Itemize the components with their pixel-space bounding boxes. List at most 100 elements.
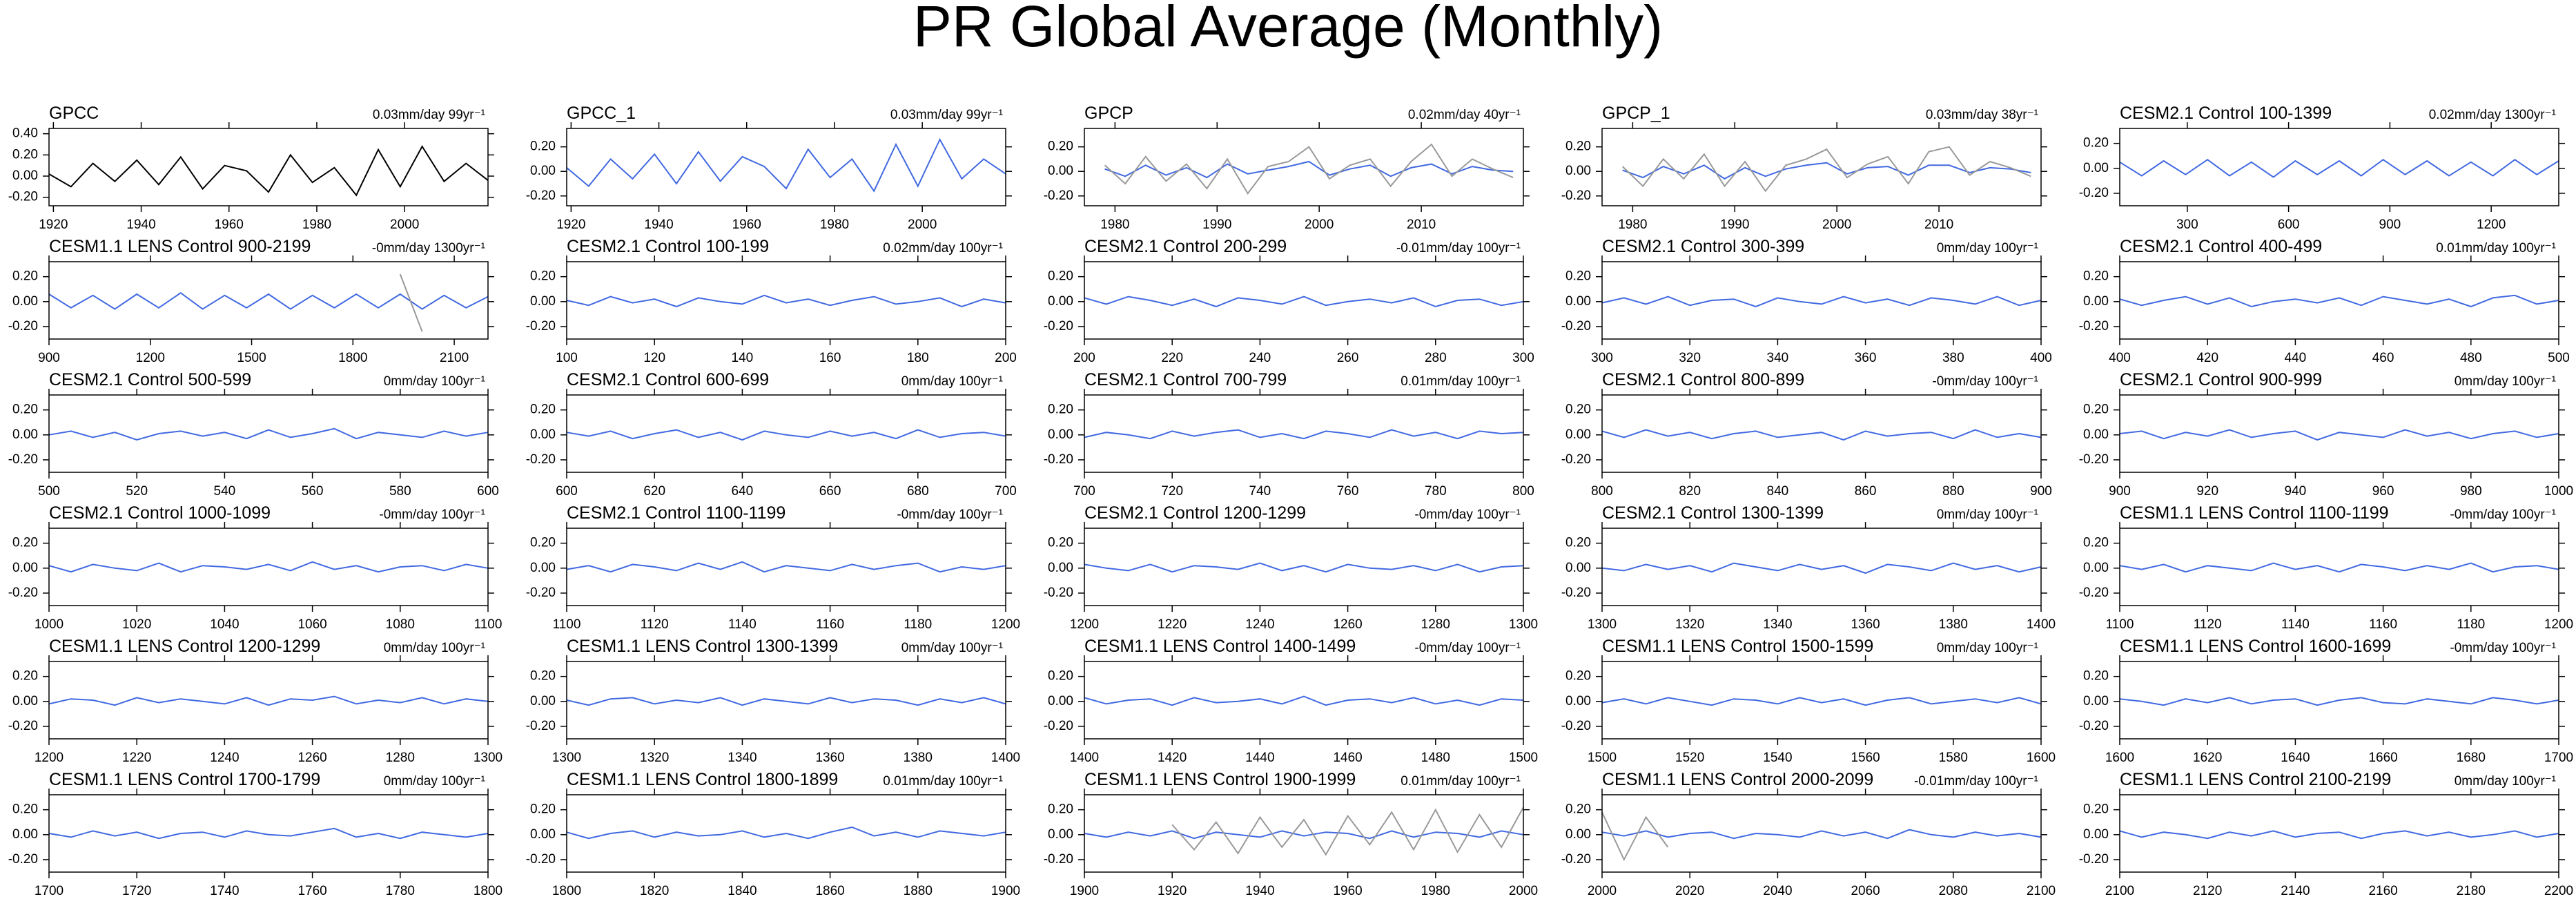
y-tick-label: 0.00 <box>530 427 556 442</box>
series-line <box>2119 562 2559 573</box>
y-tick-label: 0.20 <box>12 802 38 817</box>
x-tick-label: 1260 <box>297 751 326 765</box>
y-tick-label: -0.20 <box>2079 452 2109 467</box>
trend-label: 0.03mm/day 38yr⁻¹ <box>1926 108 2038 122</box>
x-tick-label: 620 <box>643 484 665 499</box>
y-tick-label: 0.20 <box>1565 269 1591 284</box>
y-tick-label: 0.20 <box>1565 139 1591 154</box>
y-tick-label: 0.00 <box>1048 427 1073 442</box>
y-tick-label: 0.00 <box>12 827 38 842</box>
x-tick-label: 1990 <box>1720 218 1749 232</box>
x-tick-label: 560 <box>302 484 324 499</box>
x-tick-label: 1360 <box>1851 617 1880 632</box>
trend-label: -0mm/day 100yr⁻¹ <box>897 508 1003 522</box>
x-tick-label: 2200 <box>2544 884 2573 898</box>
x-tick-label: 520 <box>126 484 148 499</box>
trend-label: 0.01mm/day 100yr⁻¹ <box>883 774 1003 789</box>
x-tick-label: 1300 <box>1509 617 1538 632</box>
x-tick-label: 1200 <box>2477 218 2506 232</box>
y-tick-label: 0.00 <box>1565 827 1591 842</box>
panel: CESM1.1 LENS Control 1800-1899 0.01mm/day… <box>526 770 1020 898</box>
x-tick-label: 720 <box>1161 484 1183 499</box>
panel: CESM2.1 Control 500-599 0mm/day 100yr⁻¹ -0… <box>8 370 499 499</box>
series-line <box>566 429 1006 441</box>
trend-label: -0mm/day 100yr⁻¹ <box>2450 508 2556 522</box>
x-tick-label: 1140 <box>728 617 757 632</box>
series-line <box>48 695 489 706</box>
x-tick-label: 960 <box>2372 484 2394 499</box>
plot-frame <box>2119 661 2559 740</box>
x-tick-label: 180 <box>907 351 929 365</box>
x-tick-label: 1680 <box>2457 751 2486 765</box>
panel-title: CESM1.1 LENS Control 1500-1599 <box>1602 637 1873 656</box>
y-tick-label: -0.20 <box>2079 319 2109 334</box>
plot-frame <box>2119 394 2559 473</box>
panel: CESM1.1 LENS Control 1100-1199 -0mm/day 1… <box>2079 503 2573 632</box>
panel: GPCP_1 0.03mm/day 38yr⁻¹ -0.20 0.00 0.20 1980… <box>1561 104 2047 232</box>
x-tick-label: 900 <box>2109 484 2131 499</box>
x-tick-label: 1920 <box>39 218 68 232</box>
panel: CESM2.1 Control 100-1399 0.02mm/day 1300y… <box>2079 104 2565 232</box>
x-tick-label: 500 <box>2548 351 2570 365</box>
y-tick-label: 0.20 <box>2083 669 2109 684</box>
x-tick-label: 1860 <box>815 884 844 898</box>
x-tick-label: 1620 <box>2193 751 2222 765</box>
x-tick-label: 1500 <box>237 351 266 365</box>
series-line <box>1601 562 2042 574</box>
panel-title: CESM2.1 Control 1300-1399 <box>1602 503 1824 523</box>
x-tick-label: 1940 <box>126 218 155 232</box>
x-tick-label: 1600 <box>2105 751 2134 765</box>
y-tick-label: -0.20 <box>526 719 556 733</box>
x-tick-label: 1100 <box>474 617 502 632</box>
trend-label: -0mm/day 100yr⁻¹ <box>1414 641 1521 655</box>
trend-label: -0mm/day 1300yr⁻¹ <box>372 241 485 255</box>
trend-label: 0mm/day 100yr⁻¹ <box>384 774 485 789</box>
series-line <box>566 561 1006 573</box>
plot-frame <box>2119 794 2559 873</box>
y-tick-label: 0.40 <box>12 126 38 141</box>
x-tick-label: 680 <box>907 484 929 499</box>
x-tick-label: 1260 <box>1333 617 1362 632</box>
y-tick-label: 0.00 <box>1048 561 1073 575</box>
panel-title: CESM2.1 Control 1100-1199 <box>567 503 786 523</box>
x-tick-label: 1900 <box>1070 884 1099 898</box>
y-tick-label: 0.20 <box>530 669 556 684</box>
x-tick-label: 160 <box>819 351 841 365</box>
series-line <box>2119 429 2559 441</box>
y-tick-label: 0.20 <box>1565 669 1591 684</box>
series-line <box>1171 806 1524 856</box>
x-tick-label: 120 <box>643 351 665 365</box>
x-tick-label: 700 <box>995 484 1017 499</box>
x-tick-label: 2100 <box>2105 884 2134 898</box>
x-tick-label: 1100 <box>553 617 581 632</box>
y-tick-label: 0.20 <box>2083 536 2109 550</box>
y-tick-label: 0.20 <box>530 139 556 154</box>
x-tick-label: 1220 <box>122 751 151 765</box>
y-tick-label: 0.00 <box>530 561 556 575</box>
y-tick-label: -0.20 <box>1044 319 1073 334</box>
x-tick-label: 1400 <box>1070 751 1099 765</box>
x-tick-label: 440 <box>2285 351 2307 365</box>
plot-frame <box>1084 261 1524 340</box>
x-tick-label: 1760 <box>297 884 326 898</box>
x-tick-label: 1400 <box>2027 617 2056 632</box>
panel: CESM1.1 LENS Control 1700-1799 0mm/day 10… <box>8 770 502 898</box>
y-tick-label: 0.20 <box>1048 536 1073 550</box>
x-tick-label: 1840 <box>728 884 757 898</box>
plot-frame <box>566 261 1006 340</box>
x-tick-label: 240 <box>1249 351 1271 365</box>
x-tick-label: 780 <box>1425 484 1447 499</box>
x-tick-label: 1980 <box>1100 218 1129 232</box>
x-tick-label: 2120 <box>2193 884 2222 898</box>
x-tick-label: 340 <box>1767 351 1789 365</box>
y-tick-label: 0.20 <box>1565 403 1591 417</box>
plot-frame <box>48 528 489 606</box>
panel-title: GPCC <box>49 104 99 123</box>
y-tick-label: -0.20 <box>2079 186 2109 200</box>
y-tick-label: 0.00 <box>530 294 556 309</box>
trend-label: 0mm/day 100yr⁻¹ <box>2455 374 2556 389</box>
panel-title: GPCP_1 <box>1602 104 1670 123</box>
x-tick-label: 100 <box>556 351 578 365</box>
trend-label: 0.02mm/day 100yr⁻¹ <box>883 241 1003 255</box>
x-tick-label: 1020 <box>122 617 151 632</box>
